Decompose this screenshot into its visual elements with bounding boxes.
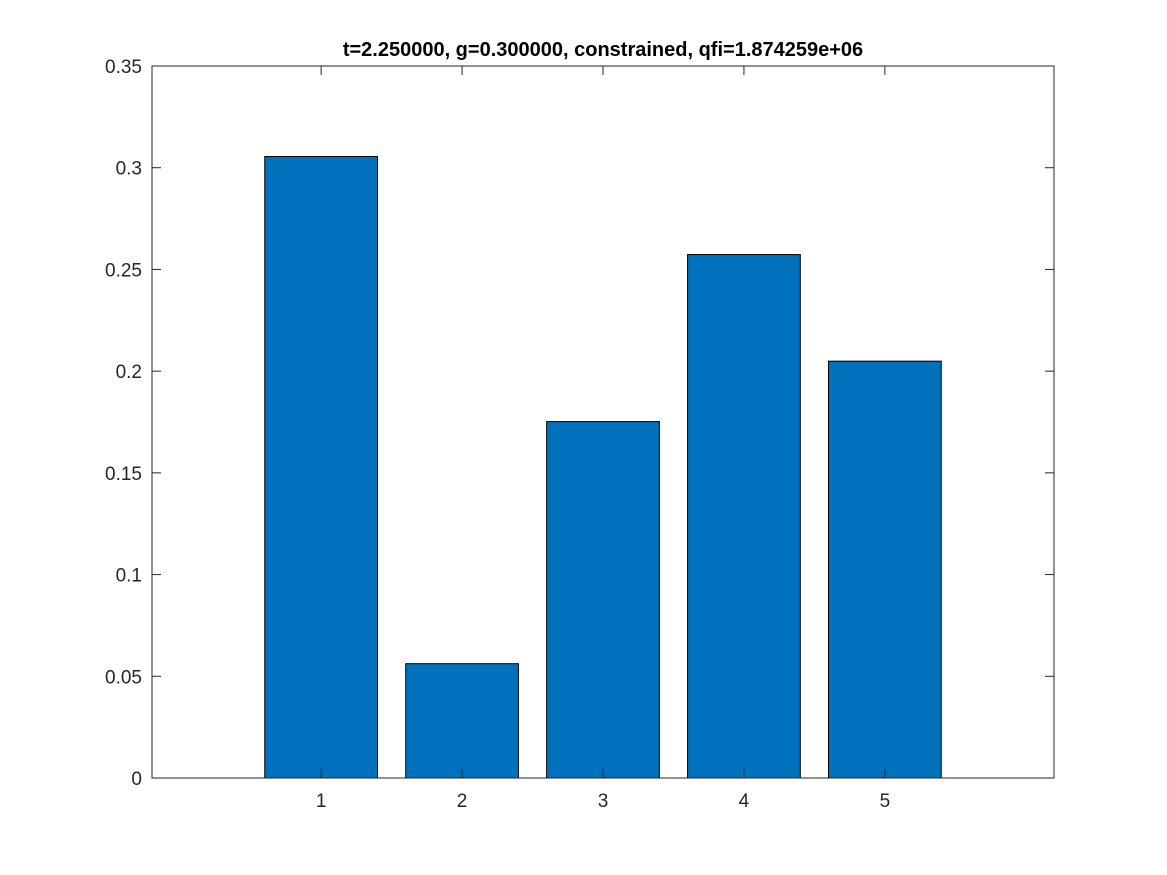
x-tick-label: 2 [457,791,468,812]
bar-2 [405,663,519,779]
x-tick-label: 1 [316,791,327,812]
y-tick-label: 0.25 [105,260,142,281]
tick-labels-layer: 0 0.05 0.1 0.15 0.2 0.25 0.3 0.35 1 2 3 4 5 [105,57,890,812]
bar-5 [828,360,942,779]
y-tick-label: 0.3 [116,159,142,180]
x-tick-label: 5 [880,791,891,812]
x-tick-label: 4 [739,791,750,812]
y-tick-label: 0.15 [105,464,142,485]
y-tick-label: 0.1 [116,566,142,587]
x-tick-label: 3 [598,791,609,812]
bar-3 [546,421,660,779]
bar-4 [687,254,801,779]
y-tick-label: 0.2 [116,362,142,383]
axes-box [151,65,1055,779]
ticks-layer [152,65,1054,779]
y-tick-label: 0.35 [105,57,142,78]
y-tick-label: 0 [131,769,142,790]
bar-1 [264,156,378,779]
y-tick-label: 0.05 [105,667,142,688]
chart-title: t=2.250000, g=0.300000, constrained, qfi… [343,39,863,61]
bars-layer [264,156,942,779]
